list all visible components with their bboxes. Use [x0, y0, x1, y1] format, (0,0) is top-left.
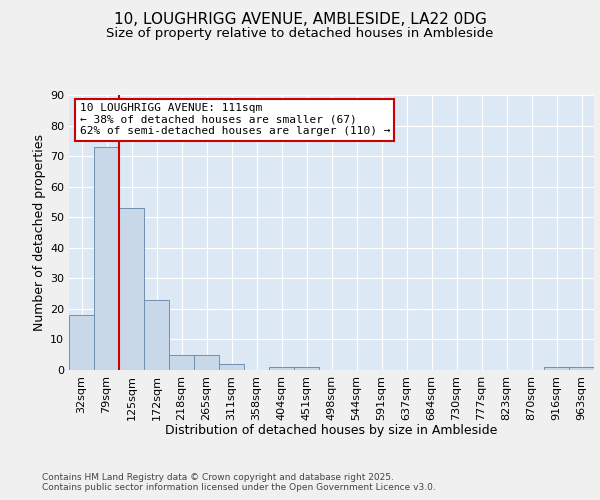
- Bar: [269, 367, 294, 370]
- Bar: [569, 367, 594, 370]
- Text: Contains HM Land Registry data © Crown copyright and database right 2025.
Contai: Contains HM Land Registry data © Crown c…: [42, 472, 436, 492]
- Bar: [194, 354, 219, 370]
- Bar: [219, 364, 244, 370]
- Bar: [169, 354, 194, 370]
- Text: 10, LOUGHRIGG AVENUE, AMBLESIDE, LA22 0DG: 10, LOUGHRIGG AVENUE, AMBLESIDE, LA22 0D…: [113, 12, 487, 28]
- Bar: [94, 147, 119, 370]
- Bar: [144, 300, 169, 370]
- X-axis label: Distribution of detached houses by size in Ambleside: Distribution of detached houses by size …: [166, 424, 497, 437]
- Bar: [294, 367, 319, 370]
- Y-axis label: Number of detached properties: Number of detached properties: [33, 134, 46, 331]
- Text: Size of property relative to detached houses in Ambleside: Size of property relative to detached ho…: [106, 28, 494, 40]
- Bar: [544, 367, 569, 370]
- Text: 10 LOUGHRIGG AVENUE: 111sqm
← 38% of detached houses are smaller (67)
62% of sem: 10 LOUGHRIGG AVENUE: 111sqm ← 38% of det…: [79, 104, 390, 136]
- Bar: [119, 208, 144, 370]
- Bar: [69, 315, 94, 370]
